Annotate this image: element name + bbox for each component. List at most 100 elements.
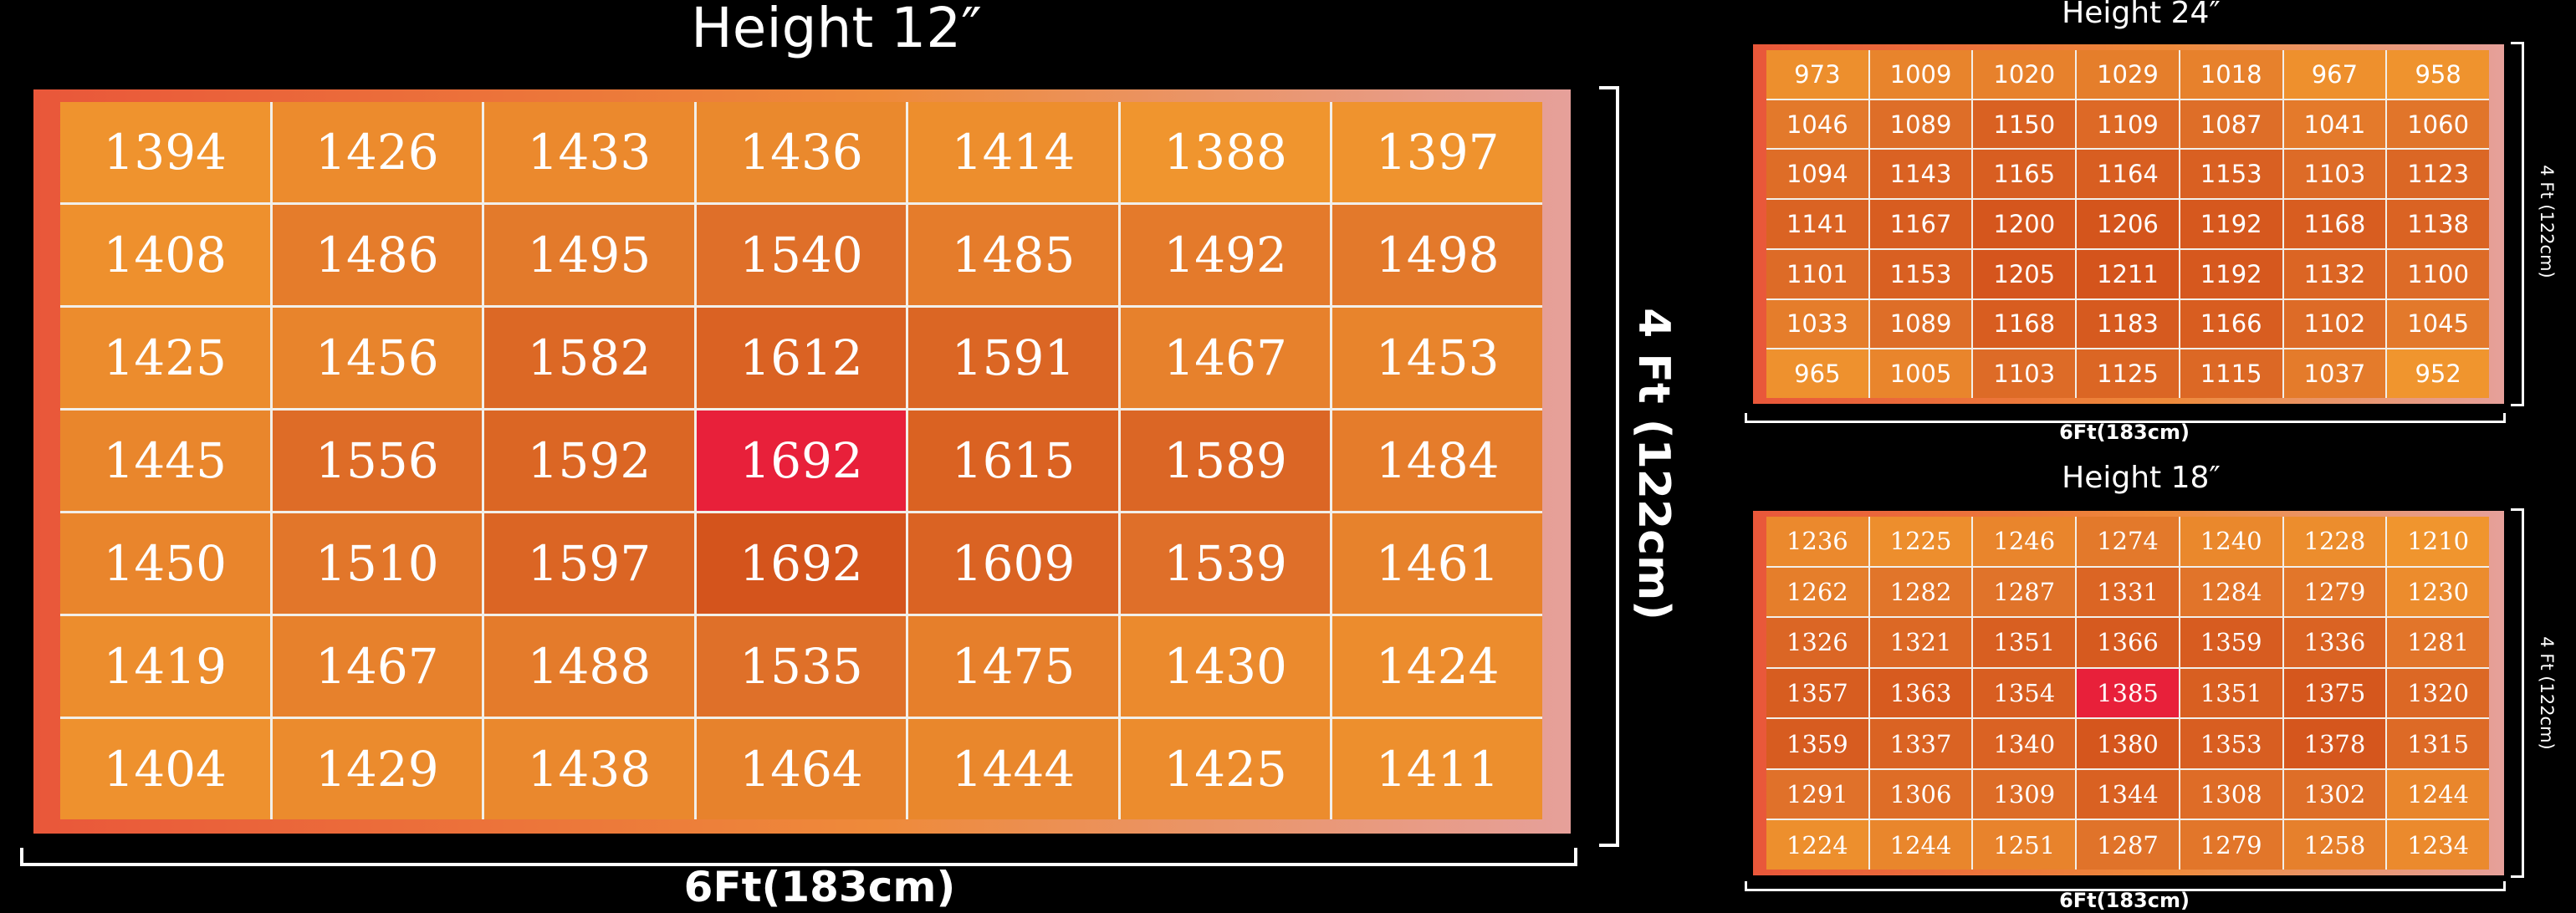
heatmap-cell: 967 — [2283, 50, 2386, 99]
heatmap-cell: 958 — [2387, 50, 2489, 99]
heatmap-cell: 1366 — [2077, 618, 2179, 667]
heatmap-cell: 1262 — [1766, 567, 1868, 617]
x-axis-label: 6Ft(183cm) — [2059, 889, 2190, 912]
heatmap-cell: 1287 — [1973, 567, 2076, 617]
x-axis-label: 6Ft(183cm) — [2059, 421, 2190, 444]
heatmap-cell: 1430 — [1120, 616, 1331, 717]
heatmap-cell: 1167 — [1869, 200, 1972, 248]
heatmap-cell: 1320 — [2387, 668, 2489, 718]
heatmap-cell: 1100 — [2387, 249, 2489, 298]
heatmap-cell: 1287 — [2077, 820, 2179, 870]
heatmap-cell: 1414 — [908, 102, 1118, 202]
heatmap-grid: 1394 1426 1433 1436 1414 1388 1397 1408 1486 1495… — [60, 102, 1542, 819]
width-dimension-line — [20, 848, 1577, 866]
heatmap-cell: 1089 — [1869, 299, 1972, 349]
heatmap-cell: 1444 — [908, 719, 1118, 819]
heatmap-cell: 1375 — [2283, 668, 2386, 718]
heatmap-cell: 1141 — [1766, 200, 1868, 248]
y-axis-label: 4 Ft (122cm) — [2537, 165, 2557, 278]
heatmap-cell: 1164 — [2077, 150, 2179, 199]
heatmap-cell: 1445 — [60, 411, 270, 511]
heatmap-cell: 1150 — [1973, 99, 2076, 149]
heatmap-cell: 1424 — [1332, 616, 1542, 717]
heatmap-cell: 1308 — [2180, 769, 2282, 819]
width-dimension-line — [1745, 881, 2506, 891]
heatmap-cell: 1033 — [1766, 299, 1868, 349]
heatmap-cell: 1582 — [484, 308, 694, 408]
heatmap-cell: 1385 — [2077, 668, 2179, 718]
heatmap-cell: 1438 — [484, 719, 694, 819]
heatmap-cell: 1166 — [2180, 299, 2282, 349]
heatmap-cell: 1284 — [2180, 567, 2282, 617]
heatmap-cell: 1591 — [908, 308, 1118, 408]
height-dimension-line — [2511, 42, 2524, 406]
heatmap-cell: 1612 — [696, 308, 907, 408]
heatmap-cell: 1046 — [1766, 99, 1868, 149]
heatmap-cell: 1240 — [2180, 517, 2282, 566]
y-axis-label: 4 Ft (122cm) — [1628, 308, 1679, 620]
heatmap-cell: 1539 — [1120, 513, 1331, 614]
heatmap-cell: 1394 — [60, 102, 270, 202]
heatmap-cell: 1183 — [2077, 299, 2179, 349]
heatmap-cell: 1236 — [1766, 517, 1868, 566]
heatmap-cell: 1103 — [1973, 349, 2076, 398]
heatmap-cell: 1153 — [2180, 150, 2282, 199]
heatmap-cell: 1592 — [484, 411, 694, 511]
heatmap-cell: 1246 — [1973, 517, 2076, 566]
heatmap-cell: 1453 — [1332, 308, 1542, 408]
heatmap-cell: 1228 — [2283, 517, 2386, 566]
heatmap-cell: 1321 — [1869, 618, 1972, 667]
heatmap-cell: 1165 — [1973, 150, 2076, 199]
heatmap-cell: 1331 — [2077, 567, 2179, 617]
heatmap-cell: 1089 — [1869, 99, 1972, 149]
heatmap-cell: 1102 — [2283, 299, 2386, 349]
heatmap-cell: 1168 — [2283, 200, 2386, 248]
heatmap-cell: 1510 — [272, 513, 483, 614]
heatmap-cell: 1692 — [696, 513, 907, 614]
chart-title: Height 18″ — [2062, 461, 2221, 495]
heatmap-cell: 1540 — [696, 205, 907, 305]
heatmap-cell: 1425 — [1120, 719, 1331, 819]
heatmap-cell: 1230 — [2387, 567, 2489, 617]
heatmap-cell: 1018 — [2180, 50, 2282, 99]
y-axis-label: 4 Ft (122cm) — [2537, 636, 2557, 750]
heatmap-cell: 1609 — [908, 513, 1118, 614]
heatmap-cell: 1244 — [2387, 769, 2489, 819]
heatmap-cell: 1351 — [1973, 618, 2076, 667]
heatmap-cell: 1589 — [1120, 411, 1331, 511]
heatmap-cell: 1340 — [1973, 719, 2076, 768]
x-axis-label: 6Ft(183cm) — [683, 863, 956, 911]
heatmap-cell: 1337 — [1869, 719, 1972, 768]
heatmap-cell: 1258 — [2283, 820, 2386, 870]
heatmap-cell: 1404 — [60, 719, 270, 819]
heatmap-cell: 1357 — [1766, 668, 1868, 718]
heatmap-cell: 1029 — [2077, 50, 2179, 99]
heatmap-cell: 973 — [1766, 50, 1868, 99]
heatmap-cell: 1359 — [1766, 719, 1868, 768]
heatmap-cell: 1425 — [60, 308, 270, 408]
heatmap-cell: 1101 — [1766, 249, 1868, 298]
heatmap-cell: 1306 — [1869, 769, 1972, 819]
heatmap-cell: 1205 — [1973, 249, 2076, 298]
heatmap-cell: 1498 — [1332, 205, 1542, 305]
heatmap-cell: 1225 — [1869, 517, 1972, 566]
heatmap-cell: 1344 — [2077, 769, 2179, 819]
heatmap-cell: 1251 — [1973, 820, 2076, 870]
heatmap-cell: 1484 — [1332, 411, 1542, 511]
heatmap-cell: 1103 — [2283, 150, 2386, 199]
heatmap-cell: 965 — [1766, 349, 1868, 398]
heatmap-cell: 1429 — [272, 719, 483, 819]
heatmap-cell: 1456 — [272, 308, 483, 408]
heatmap-cell: 1488 — [484, 616, 694, 717]
heatmap-cell: 1211 — [2077, 249, 2179, 298]
heatmap-cell: 1143 — [1869, 150, 1972, 199]
heatmap-cell: 1485 — [908, 205, 1118, 305]
heatmap-cell: 1192 — [2180, 249, 2282, 298]
heatmap-cell: 1461 — [1332, 513, 1542, 614]
heatmap-cell: 1282 — [1869, 567, 1972, 617]
heatmap-cell: 1041 — [2283, 99, 2386, 149]
heatmap-cell: 1224 — [1766, 820, 1868, 870]
heatmap-cell: 1464 — [696, 719, 907, 819]
heatmap-cell: 1336 — [2283, 618, 2386, 667]
heatmap-cell: 1615 — [908, 411, 1118, 511]
